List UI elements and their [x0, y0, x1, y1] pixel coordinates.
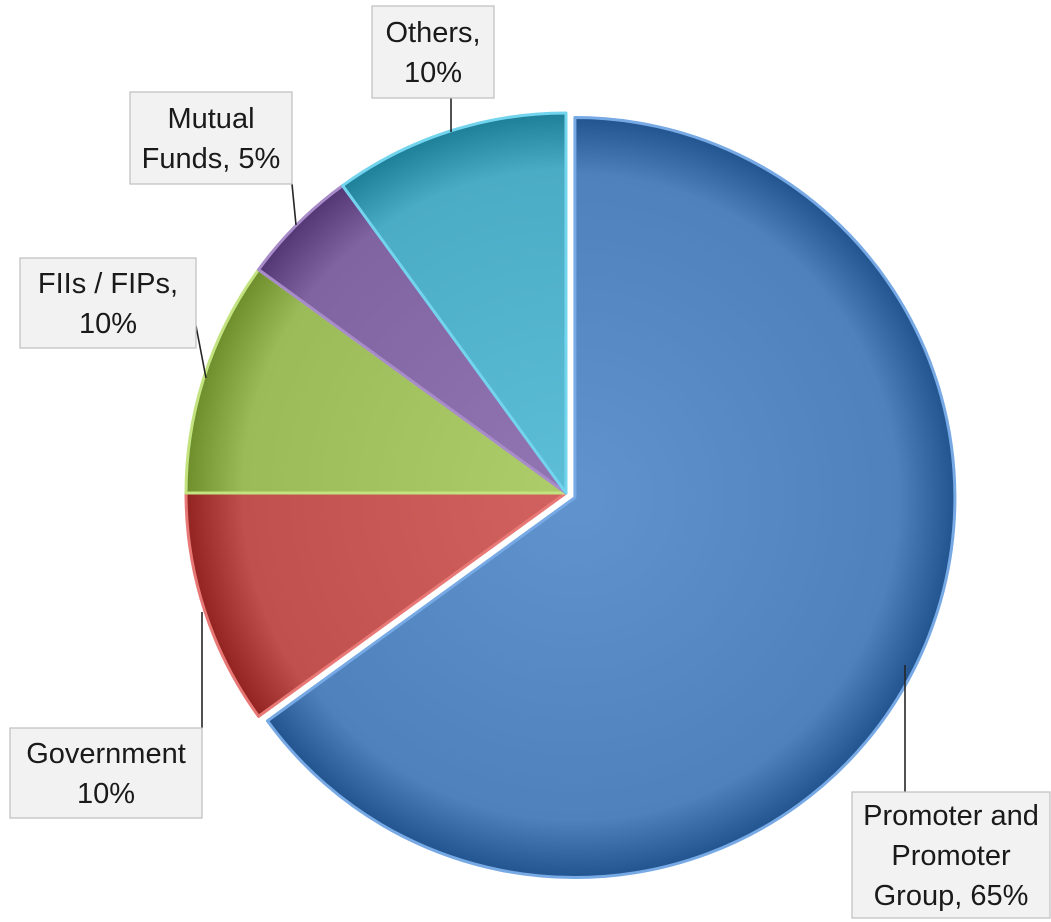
- data-label-text-others-1: 10%: [404, 57, 462, 89]
- data-label-box-fiis-fips: [19, 257, 197, 349]
- data-label-fiis-fips: FIIs / FIPs, 10%: [19, 257, 197, 349]
- pie-slice-government: [184, 491, 568, 718]
- data-label-text-others-0: Others,: [385, 17, 480, 49]
- pie-data-labels: Promoter and Promoter Group, 65% Government…: [9, 5, 1051, 919]
- data-label-mutual-funds: Mutual Funds, 5%: [129, 91, 293, 185]
- data-label-text-mutual-funds-1: Funds, 5%: [142, 143, 281, 175]
- leader-line-mutual-funds: [291, 183, 297, 226]
- data-label-text-government-0: Government: [26, 738, 186, 770]
- pie-leader-lines: [195, 98, 906, 792]
- leader-line-fiis-fips: [195, 325, 207, 379]
- data-label-box-government: [9, 727, 203, 819]
- data-label-box-promoter-and-promoter-group: [851, 791, 1051, 919]
- data-label-text-mutual-funds-0: Mutual: [167, 103, 254, 135]
- data-label-government: Government 10%: [9, 727, 203, 819]
- data-label-text-promoter-and-promoter-group-2: Group, 65%: [874, 880, 1029, 912]
- data-label-promoter-and-promoter-group: Promoter and Promoter Group, 65%: [851, 791, 1051, 919]
- pie-slice-shape-promoter-and-promoter-group: [265, 116, 957, 880]
- pie-slice-shape-others: [341, 111, 568, 495]
- data-label-text-promoter-and-promoter-group-1: Promoter: [891, 840, 1011, 872]
- pie-slice-promoter-and-promoter-group: [265, 116, 957, 880]
- data-label-others: Others, 10%: [371, 5, 495, 99]
- data-label-box-others: [371, 5, 495, 99]
- data-label-text-promoter-and-promoter-group-0: Promoter and: [863, 800, 1039, 832]
- pie-slice-others: [341, 111, 568, 495]
- pie-slices: [184, 111, 957, 880]
- pie-slice-shape-fiis-fips: [184, 268, 568, 495]
- pie-slice-fiis-fips: [184, 268, 568, 495]
- data-label-text-government-1: 10%: [77, 778, 135, 810]
- data-label-box-mutual-funds: [129, 91, 293, 185]
- data-label-text-fiis-fips-1: 10%: [79, 308, 137, 340]
- pie-slice-shape-government: [184, 491, 568, 718]
- data-label-text-fiis-fips-0: FIIs / FIPs,: [38, 268, 178, 300]
